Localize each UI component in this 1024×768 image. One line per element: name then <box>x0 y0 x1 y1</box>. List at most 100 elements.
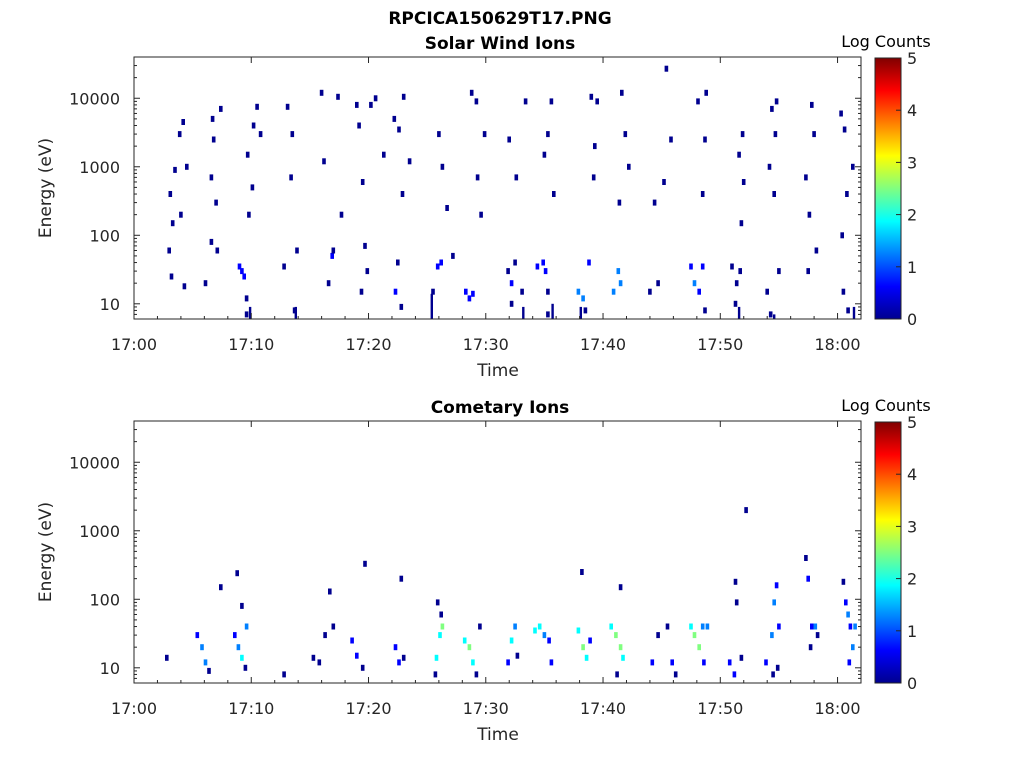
heatmap-cell <box>689 623 693 630</box>
heatmap-cell <box>810 623 814 630</box>
heatmap-cell <box>611 288 616 295</box>
heatmap-cell <box>464 288 468 295</box>
heatmap-cell <box>841 288 846 295</box>
heatmap-cell <box>255 103 259 110</box>
heatmap-cell <box>295 247 299 254</box>
heatmap-cell <box>515 652 520 659</box>
heatmap-cell <box>350 637 354 644</box>
heatmap-cell <box>514 174 519 181</box>
heatmap-cell <box>804 555 808 561</box>
heatmap-streak <box>852 306 856 319</box>
heatmap-cell <box>770 632 774 639</box>
heatmap-cell <box>734 280 739 287</box>
heatmap-cell <box>772 191 776 197</box>
heatmap-cell <box>662 179 666 185</box>
heatmap-cell <box>580 569 584 575</box>
heatmap-cell <box>369 101 373 108</box>
heatmap-cell <box>702 659 706 666</box>
heatmap-cell <box>475 174 480 181</box>
panel-title: Solar Wind Ions <box>425 34 576 54</box>
heatmap-cell <box>543 268 548 275</box>
heatmap-cell <box>397 659 401 666</box>
heatmap-cell <box>200 644 204 651</box>
heatmap-cell <box>509 300 514 307</box>
heatmap-cell <box>535 263 540 270</box>
heatmap-cell <box>705 623 710 630</box>
heatmap-cell <box>233 632 237 639</box>
colorbar-tick-label: 2 <box>907 570 917 589</box>
heatmap-cell <box>689 263 693 270</box>
heatmap-cell <box>210 115 215 122</box>
colorbar-tick-label: 3 <box>907 517 917 536</box>
heatmap-cell <box>181 119 185 125</box>
y-tick-label: 10 <box>100 295 120 314</box>
heatmap-cell <box>326 280 331 287</box>
y-tick-label: 100 <box>89 226 120 245</box>
heatmap-cell <box>764 659 768 666</box>
heatmap-cell <box>697 288 701 295</box>
x-tick-label: 17:20 <box>345 699 391 718</box>
heatmap-cell <box>739 220 744 227</box>
heatmap-cell <box>806 268 810 275</box>
heatmap-cell <box>357 122 361 129</box>
heatmap-cell <box>451 252 455 259</box>
heatmap-cell <box>621 654 625 661</box>
x-tick-label: 17:10 <box>228 335 274 354</box>
heatmap-cell <box>244 623 249 630</box>
heatmap-cell <box>774 98 779 105</box>
heatmap-cell <box>815 632 820 639</box>
colorbar-gradient <box>874 421 902 684</box>
heatmap-cell <box>520 288 524 295</box>
heatmap-cell <box>513 623 517 630</box>
heatmap-streak <box>773 314 776 319</box>
heatmap-cell <box>768 311 773 318</box>
x-tick-label: 17:10 <box>228 699 274 718</box>
heatmap-cell <box>807 211 812 218</box>
colorbar-tick-label: 1 <box>907 258 917 277</box>
heatmap-cell <box>851 644 855 651</box>
heatmap-cell <box>584 654 589 661</box>
heatmap-cells <box>165 507 857 678</box>
heatmap-cell <box>396 259 400 266</box>
heatmap-cell <box>195 632 200 639</box>
heatmap-cell <box>814 247 819 254</box>
heatmap-cell <box>373 95 378 102</box>
x-tick-label: 18:00 <box>814 335 860 354</box>
heatmap-cell <box>165 654 169 661</box>
heatmap-cell <box>471 290 475 297</box>
heatmap-cell <box>738 268 742 275</box>
heatmap-cell <box>244 295 249 302</box>
heatmap-cell <box>363 560 367 567</box>
heatmap-cell <box>215 247 220 254</box>
heatmap-cell <box>765 288 769 295</box>
heatmap-cell <box>317 659 322 666</box>
heatmap-cell <box>247 211 251 218</box>
heatmap-cell <box>509 280 514 287</box>
colorbar-tick-label: 3 <box>907 153 917 172</box>
x-tick-label: 18:00 <box>814 699 860 718</box>
heatmap-cell <box>733 300 738 307</box>
heatmap-cell <box>737 151 741 158</box>
heatmap-cell <box>285 103 290 110</box>
x-axis-label: Time <box>476 361 519 381</box>
heatmap-cell <box>209 174 214 181</box>
heatmap-cell <box>440 163 445 170</box>
heatmap-cell <box>851 163 855 170</box>
heatmap-cell <box>614 632 618 639</box>
axis-ticks: 17:00 17:10 17:20 17:30 17:40 17:50 18:00 10 100… <box>69 56 862 354</box>
colorbar-label: Log Counts <box>841 396 931 415</box>
heatmap-cell <box>440 623 445 630</box>
heatmap-cell <box>282 671 286 678</box>
heatmap-cell <box>618 280 623 287</box>
heatmap-cell <box>393 288 398 295</box>
heatmap-cell <box>777 623 781 630</box>
heatmap-cell <box>806 575 810 582</box>
heatmap-cell <box>211 136 216 143</box>
plot-area <box>133 420 862 684</box>
heatmap-cell <box>669 136 673 143</box>
heatmap-streak <box>248 306 252 319</box>
heatmap-cell <box>620 89 624 96</box>
heatmap-cell <box>359 288 364 295</box>
plot-area <box>133 56 862 320</box>
heatmap-cell <box>853 623 857 630</box>
